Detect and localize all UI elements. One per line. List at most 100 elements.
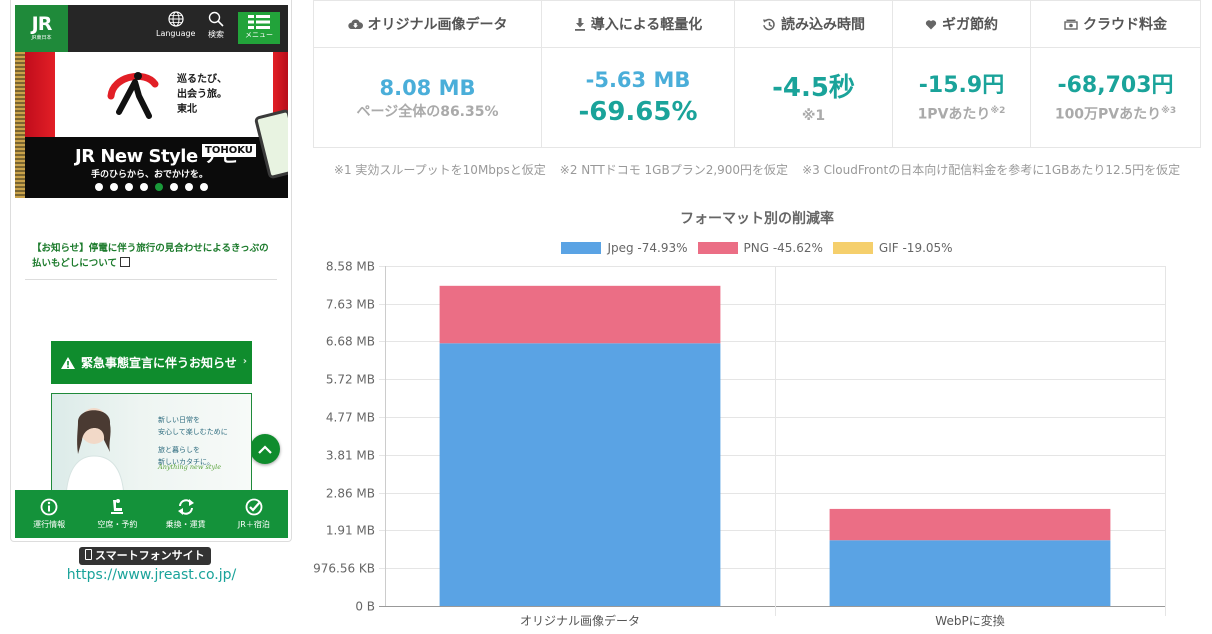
promo-ad-banner[interactable]: 新しい日常を 安心して楽しむために 旅と暮らしを 新しいカタチに。 Anythi…	[51, 393, 252, 493]
history-icon	[763, 18, 775, 30]
smartphone-badge-label: スマートフォンサイト	[95, 549, 205, 562]
emergency-label: 緊急事態宣言に伴うお知らせ	[81, 356, 237, 370]
stat-reduction: 導入による軽量化 -5.63 MB -69.65%	[541, 1, 734, 147]
stats-table: オリジナル画像データ 8.08 MB ページ全体の86.35% 導入による軽量化…	[313, 0, 1201, 148]
stat-header-label: クラウド料金	[1083, 17, 1167, 33]
model-photo	[65, 408, 125, 492]
banner-top	[25, 52, 288, 137]
emergency-notice-button[interactable]: 緊急事態宣言に伴うお知らせ ›	[51, 341, 252, 384]
campaign-mark-icon	[107, 72, 159, 119]
seat-icon	[111, 499, 124, 514]
stat-note: ※1	[801, 107, 826, 124]
tab-transfer-fare[interactable]: 乗換・運賃	[152, 490, 220, 538]
site-url-link[interactable]: https://www.jreast.co.jp/	[66, 567, 237, 583]
cloud-download-icon	[347, 19, 363, 29]
tab-label: JR＋宿泊	[237, 520, 270, 529]
legend-swatch	[832, 242, 873, 254]
notice-link[interactable]: 【お知らせ】停電に伴う旅行の見合わせによるきっぷの払いもどしについて	[32, 241, 272, 271]
banner-red-left	[25, 52, 55, 137]
bottom-tab-bar: 運行情報 空席・予約 乗換・運賃 JR＋宿泊	[15, 490, 288, 538]
chevron-right-icon: ›	[242, 356, 247, 367]
smartphone-site-badge: スマートフォンサイト	[79, 547, 211, 565]
stat-value: -68,703円	[1057, 72, 1174, 98]
search-label: 検索	[208, 30, 224, 39]
y-tick-label: 3.81 MB	[326, 449, 375, 463]
y-tick-label: 1.91 MB	[326, 524, 375, 538]
tab-seat-reservation[interactable]: 空席・予約	[83, 490, 151, 538]
footnote-1: ※1 実効スループットを10Mbpsと仮定	[333, 163, 546, 177]
transfer-icon	[177, 499, 194, 515]
carousel-dot[interactable]	[110, 183, 118, 191]
bar-segment	[829, 540, 1111, 606]
carousel-dot[interactable]	[170, 183, 178, 191]
banner-tagline: 巡るたび、 出会う旅。 東北	[177, 72, 227, 117]
bar-segment	[829, 508, 1111, 541]
phone-screen: JR JR東日本 Language 検索 メニュー 巡るたび、 出会う旅。 東	[15, 5, 288, 538]
carousel-dots[interactable]	[15, 183, 288, 191]
carousel-dot[interactable]	[125, 183, 133, 191]
check-badge-icon	[245, 498, 263, 516]
tagline-line: 東北	[177, 104, 197, 115]
ad-line: 安心して楽しむために	[158, 428, 228, 436]
stat-value: -15.9円	[918, 72, 1005, 98]
chart-legend: Jpeg -74.93% PNG -45.62% GIF -19.05%	[313, 241, 1201, 255]
y-tick-label: 2.86 MB	[326, 487, 375, 501]
tab-label: 空席・予約	[97, 520, 138, 529]
notice-text: 【お知らせ】停電に伴う旅行の見合わせによるきっぷの払いもどしについて	[32, 243, 269, 269]
legend-item-gif[interactable]: GIF -19.05%	[832, 241, 953, 255]
stat-value: -4.5秒	[772, 72, 855, 103]
language-label: Language	[156, 29, 196, 38]
ad-line: 新しい日常を	[158, 416, 200, 424]
tab-jr-hotel[interactable]: JR＋宿泊	[220, 490, 288, 538]
menu-label: メニュー	[245, 31, 273, 39]
tagline-line: 出会う旅。	[177, 89, 227, 100]
stat-note: 100万PVあたり	[1054, 106, 1162, 123]
tab-label: 運行情報	[33, 520, 66, 529]
stat-header: 導入による軽量化	[542, 1, 734, 48]
stat-header-label: 読み込み時間	[781, 17, 865, 33]
bar-segment	[439, 285, 721, 344]
banner-subtitle: 手のひらから、おでかけを。	[91, 170, 209, 180]
carousel-dot[interactable]	[200, 183, 208, 191]
stat-header-label: 導入による軽量化	[590, 17, 703, 33]
carousel-dot[interactable]	[155, 183, 163, 191]
stat-load-time: 読み込み時間 -4.5秒 ※1	[734, 1, 892, 147]
heart-icon	[925, 19, 937, 29]
legend-item-png[interactable]: PNG -45.62%	[697, 241, 823, 255]
money-icon	[1064, 19, 1078, 30]
stat-data-saving: ギガ節約 -15.9円 1PVあたり※2	[892, 1, 1030, 147]
info-icon	[40, 498, 58, 516]
chevron-up-icon	[258, 444, 272, 454]
scroll-top-button[interactable]	[250, 434, 280, 464]
stat-cloud-cost: クラウド料金 -68,703円 100万PVあたり※3	[1030, 1, 1200, 147]
y-tick-label: 8.58 MB	[326, 260, 375, 274]
search-button[interactable]: 検索	[208, 11, 224, 40]
carousel-dot[interactable]	[185, 183, 193, 191]
stat-value: 8.08 MB	[379, 75, 476, 100]
logo-sub: JR東日本	[31, 35, 52, 41]
legend-swatch	[561, 242, 602, 254]
carousel-dot[interactable]	[95, 183, 103, 191]
stat-header: オリジナル画像データ	[314, 1, 541, 48]
tagline-line: 巡るたび、	[177, 74, 227, 85]
stat-note: 1PVあたり	[917, 106, 991, 123]
y-tick-label: 4.77 MB	[326, 411, 375, 425]
menu-button[interactable]: メニュー	[238, 12, 280, 44]
hero-banner[interactable]: 巡るたび、 出会う旅。 東北 JR New Style ナビ TOHOKU 手の…	[15, 52, 288, 198]
legend-label: Jpeg -74.93%	[607, 241, 688, 255]
stat-header: クラウド料金	[1031, 1, 1200, 48]
stat-header: 読み込み時間	[735, 1, 892, 48]
y-tick-label: 6.68 MB	[326, 335, 375, 349]
chart-title: フォーマット別の削減率	[680, 211, 834, 227]
tab-operation-info[interactable]: 運行情報	[15, 490, 83, 538]
legend-item-jpeg[interactable]: Jpeg -74.93%	[561, 241, 688, 255]
stat-value: -5.63 MB	[585, 67, 691, 92]
x-tick-label: WebPに変換	[935, 613, 1004, 628]
site-header: JR JR東日本 Language 検索 メニュー	[15, 5, 288, 52]
jr-logo[interactable]: JR JR東日本	[15, 5, 68, 52]
smartphone-icon	[85, 549, 92, 560]
carousel-dot[interactable]	[140, 183, 148, 191]
language-button[interactable]: Language	[156, 11, 195, 38]
globe-icon	[168, 11, 184, 27]
y-tick-label: 0 B	[355, 600, 375, 614]
